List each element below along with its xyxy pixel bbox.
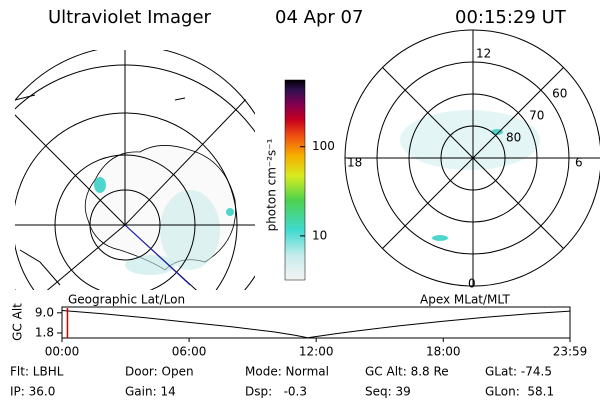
info-field: Flt: LBHL: [10, 365, 64, 379]
mlt-label: 6: [575, 156, 583, 170]
y-tick-label: 1.8: [35, 325, 54, 339]
colorbar: [284, 79, 306, 281]
x-tick-label: 06:00: [172, 345, 207, 359]
colorbar-tick-label: 100: [312, 139, 335, 153]
info-field: Seq: 39: [365, 385, 411, 399]
lat-label: 60: [552, 86, 567, 100]
alt-label: GC Alt: [11, 303, 25, 341]
y-tick-label: 9.0: [35, 305, 54, 319]
info-field: GC Alt: 8.8 Re: [365, 365, 449, 379]
info-field: IP: 36.0: [10, 385, 55, 399]
lat-ring: [440, 125, 506, 191]
info-field: Mode: Normal: [245, 365, 329, 379]
geo-map: [15, 50, 255, 290]
alt-frame: [61, 306, 571, 339]
geo-label: Geographic Lat/Lon: [68, 293, 185, 307]
x-tick-label: 23:59: [553, 345, 588, 359]
info-field: Dsp: -0.3: [245, 385, 307, 399]
altitude-line: [61, 310, 571, 339]
lat-ring: [376, 61, 570, 255]
lat-label: 80: [506, 130, 521, 144]
time: 00:15:29 UT: [455, 7, 567, 28]
info-field: GLon: 58.1: [485, 385, 554, 399]
colorbar-label: photon cm⁻²s⁻¹: [265, 138, 279, 231]
lat-label: 70: [529, 108, 544, 122]
info-field: Gain: 14: [125, 385, 176, 399]
date: 04 Apr 07: [275, 7, 363, 28]
colorbar-tick-label: 10: [312, 228, 327, 242]
x-tick-label: 00:00: [45, 345, 80, 359]
mlt-label: 12: [476, 47, 491, 61]
mlt-label: 0: [468, 277, 476, 291]
x-tick-label: 12:00: [299, 345, 334, 359]
mag-label: Apex MLat/MLT: [420, 293, 510, 307]
title: Ultraviolet Imager: [48, 7, 212, 28]
lat-ring: [408, 93, 538, 223]
mlt-label: 18: [347, 156, 362, 170]
mag-plot: [344, 29, 600, 287]
info-field: Door: Open: [125, 365, 194, 379]
info-field: GLat: -74.5: [485, 365, 552, 379]
x-tick-label: 18:00: [426, 345, 461, 359]
